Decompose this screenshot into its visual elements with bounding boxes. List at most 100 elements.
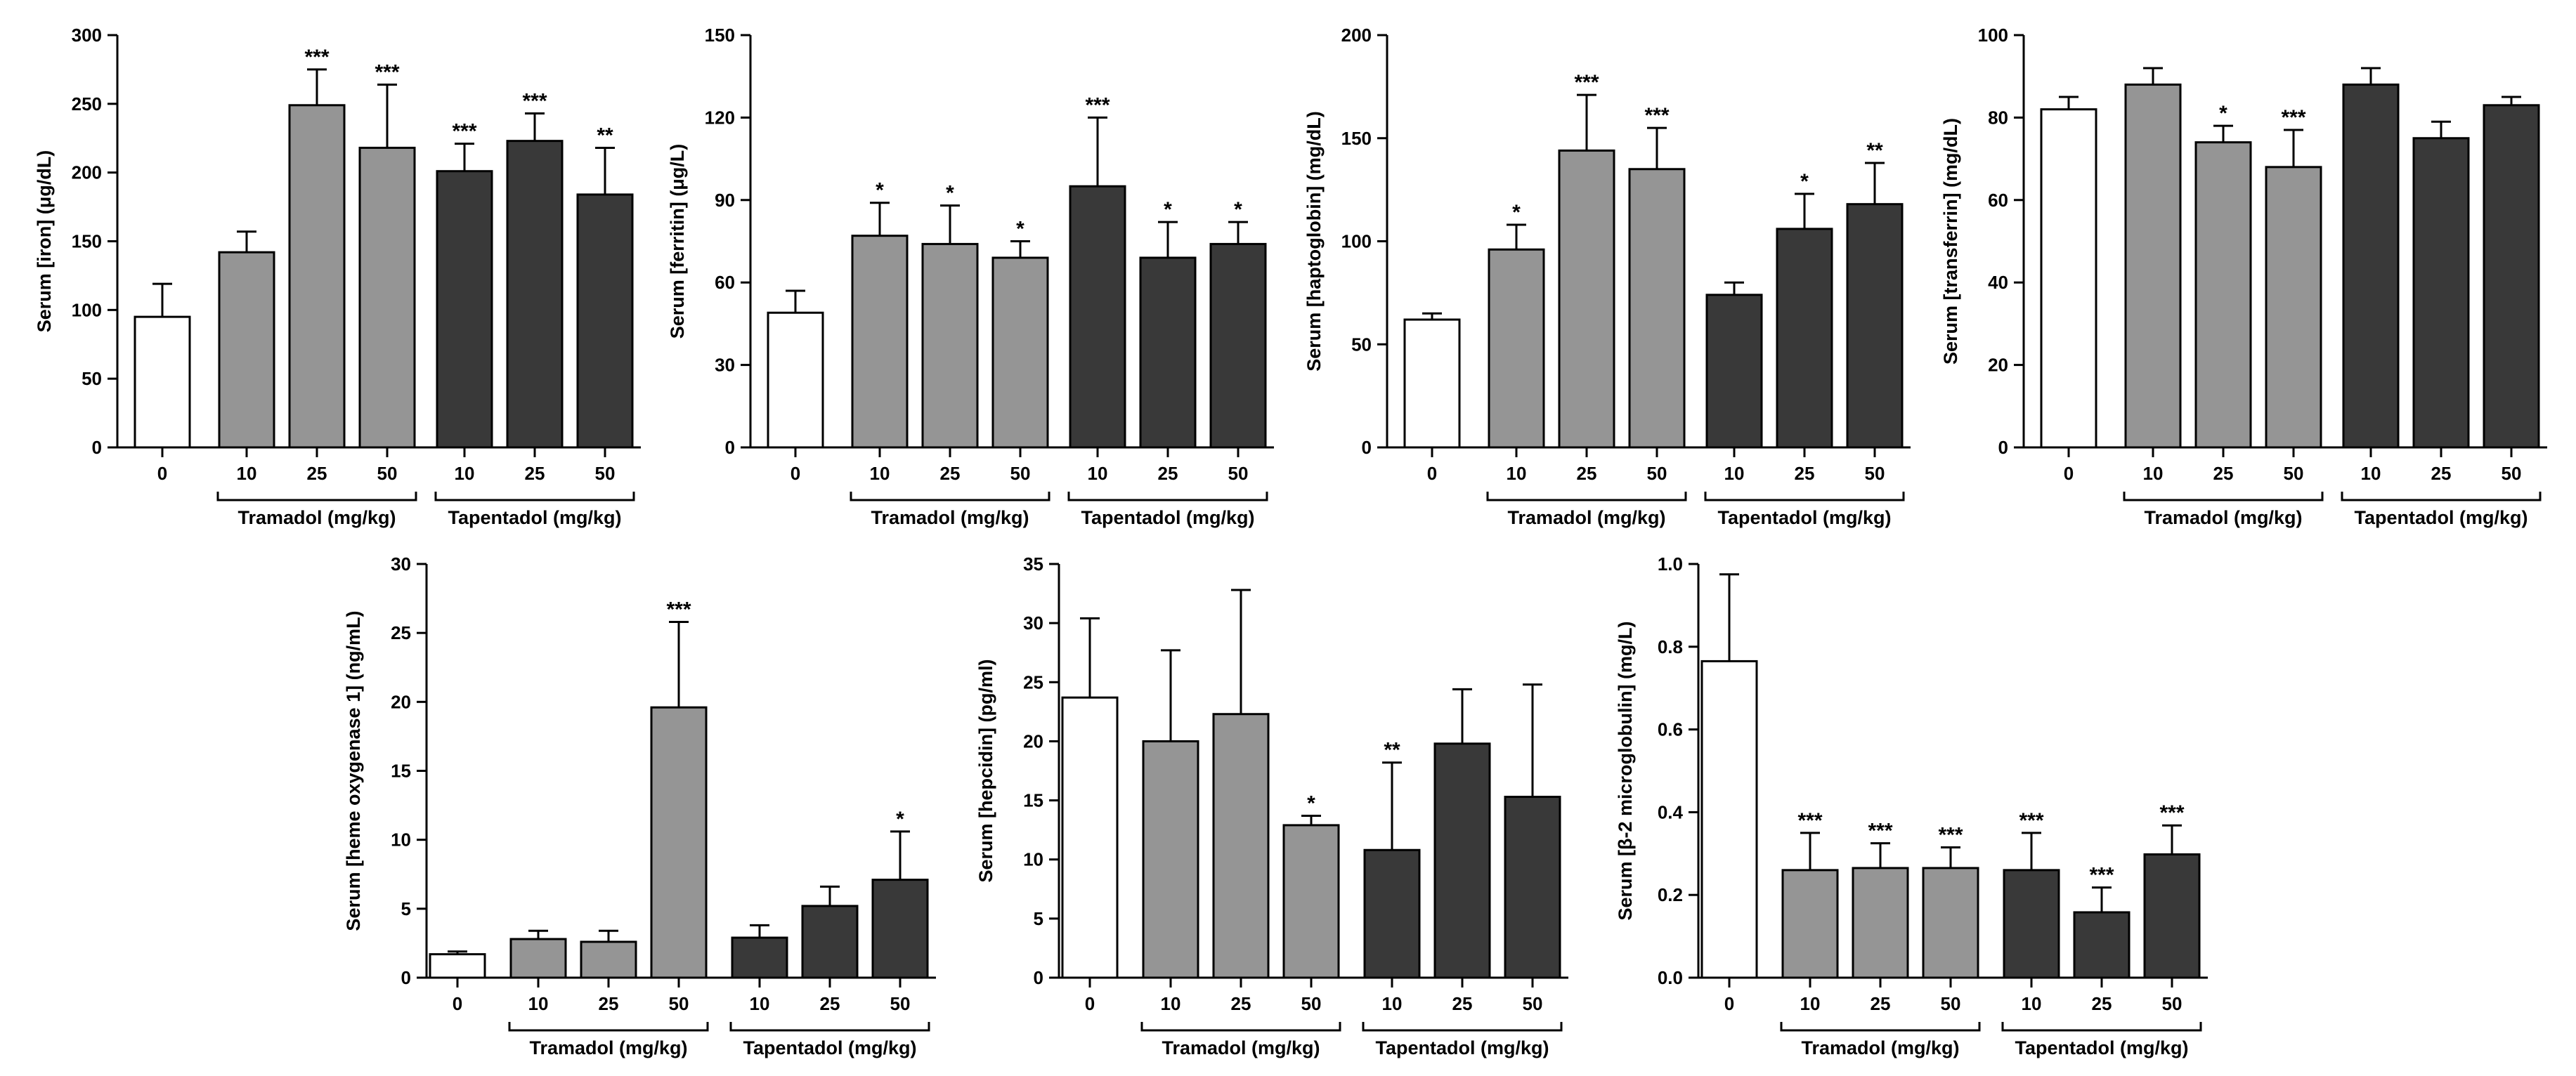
- y-axis-label: Serum [iron] (μg/dL): [34, 150, 55, 333]
- y-axis-label: Serum [β-2 microglobulin] (mg/L): [1615, 622, 1636, 921]
- significance-label: ***: [2089, 864, 2114, 887]
- y-tick-label: 0.8: [1658, 636, 1683, 657]
- y-tick-label: 25: [1023, 671, 1043, 693]
- y-tick-label: 100: [1341, 231, 1372, 252]
- y-tick-label: 200: [1341, 25, 1372, 46]
- x-tick-label: 10: [2361, 463, 2381, 484]
- bar-tapentadol: [2073, 911, 2131, 979]
- bar-tramadol: [2194, 141, 2252, 449]
- x-tick-label: 25: [820, 993, 840, 1014]
- y-tick-label: 50: [82, 368, 102, 389]
- significance-label: *: [946, 182, 954, 205]
- y-tick-label: 0: [1034, 967, 1043, 988]
- x-tick-label: 10: [1088, 463, 1108, 484]
- chart-panel-3: 0 50 100 150 200 Serum [haptoglobin] (mg/dL) 0…: [1303, 25, 1911, 528]
- group-bracket: [2123, 492, 2324, 501]
- y-tick-label: 20: [1988, 355, 2008, 376]
- y-tick-label: 30: [1023, 612, 1043, 634]
- x-tick-label: 0: [453, 993, 462, 1014]
- y-tick-label: 0: [401, 967, 411, 988]
- bar-tapentadol: [1209, 242, 1267, 449]
- x-tick-label: 25: [1577, 463, 1597, 484]
- bar-control: [134, 315, 191, 449]
- bar-tramadol: [991, 256, 1049, 449]
- y-tick-label: 80: [1988, 107, 2008, 128]
- bar-control: [1061, 696, 1119, 979]
- group-bracket: [1140, 1022, 1341, 1032]
- y-tick-label: 0: [1362, 437, 1372, 458]
- significance-label: ***: [304, 46, 329, 69]
- y-tick-label: 0.2: [1658, 884, 1683, 905]
- bar-tapentadol: [2143, 853, 2201, 979]
- bar-tramadol: [288, 104, 346, 449]
- bar-tramadol: [650, 706, 708, 979]
- x-tick-label: 25: [525, 463, 545, 484]
- x-tick-label: 0: [791, 463, 800, 484]
- bar-tramadol: [2265, 166, 2322, 449]
- x-tick-label: 0: [1427, 463, 1437, 484]
- group-label: Tapentadol (mg/kg): [1718, 507, 1892, 528]
- bar-tramadol: [1488, 248, 1545, 449]
- bar-tramadol: [218, 251, 275, 449]
- y-tick-label: 60: [715, 272, 735, 293]
- x-tick-label: 25: [307, 463, 327, 484]
- group-bracket: [434, 492, 635, 501]
- group-label: Tramadol (mg/kg): [1162, 1037, 1320, 1058]
- x-tick-label: 25: [940, 463, 961, 484]
- y-tick-label: 100: [72, 299, 102, 320]
- bar-tramadol: [1558, 149, 1615, 449]
- x-tick-label: 50: [1228, 463, 1249, 484]
- group-bracket: [2001, 1022, 2202, 1032]
- group-label: Tramadol (mg/kg): [1507, 507, 1665, 528]
- significance-label: ***: [1644, 104, 1669, 127]
- significance-label: *: [1307, 792, 1315, 815]
- group-label: Tramadol (mg/kg): [2144, 507, 2302, 528]
- chart-panel-2: 0 30 60 90 120 150 Serum [ferritin] (μg/L) 0 * 10…: [667, 25, 1274, 528]
- significance-label: ***: [375, 60, 399, 84]
- bar-tramadol: [1781, 869, 1839, 979]
- group-label: Tramadol (mg/kg): [1801, 1037, 1959, 1058]
- x-tick-label: 50: [890, 993, 911, 1014]
- x-tick-label: 50: [1301, 993, 1322, 1014]
- group-bracket: [1780, 1022, 1981, 1032]
- x-tick-label: 50: [1523, 993, 1543, 1014]
- y-tick-label: 20: [1023, 730, 1043, 752]
- x-tick-label: 10: [1382, 993, 1403, 1014]
- bar-tapentadol: [871, 879, 929, 979]
- y-tick-label: 60: [1988, 190, 2008, 211]
- x-tick-label: 50: [1941, 993, 1961, 1014]
- y-axis-label: Serum [hepcidin] (pg/ml): [975, 659, 996, 882]
- chart-panel-6: 0 5 10 15 20 25 30 35 Serum [hepcidin] (pg/ml) 0 1…: [975, 553, 1568, 1058]
- y-tick-label: 0.0: [1658, 967, 1683, 988]
- x-tick-label: 10: [1724, 463, 1745, 484]
- group-label: Tapentadol (mg/kg): [1376, 1037, 1549, 1058]
- bar-control: [2040, 108, 2097, 449]
- y-tick-label: 0.4: [1658, 801, 1684, 822]
- y-tick-label: 150: [72, 231, 102, 252]
- significance-label: *: [896, 808, 904, 831]
- bar-tapentadol: [731, 936, 788, 979]
- y-tick-label: 40: [1988, 272, 2008, 293]
- y-tick-label: 30: [391, 553, 411, 575]
- y-tick-label: 20: [391, 691, 411, 712]
- bar-tramadol: [358, 146, 416, 449]
- x-tick-label: 25: [2213, 463, 2234, 484]
- group-bracket: [2341, 492, 2542, 501]
- y-tick-label: 90: [715, 190, 735, 211]
- y-tick-label: 120: [705, 107, 735, 128]
- x-tick-label: 50: [669, 993, 689, 1014]
- y-tick-label: 50: [1351, 334, 1372, 355]
- significance-label: *: [1512, 201, 1521, 224]
- y-tick-label: 5: [401, 898, 411, 919]
- significance-label: ***: [2019, 809, 2043, 832]
- group-bracket: [1067, 492, 1268, 501]
- x-tick-label: 0: [1085, 993, 1095, 1014]
- group-label: Tramadol (mg/kg): [529, 1037, 687, 1058]
- bar-control: [429, 953, 486, 979]
- chart-panel-7: 0.0 0.2 0.4 0.6 0.8 1.0 Serum [β-2 microglobul…: [1615, 553, 2208, 1058]
- y-tick-label: 0.6: [1658, 719, 1683, 740]
- bar-tramadol: [2124, 83, 2182, 449]
- y-tick-label: 1.0: [1658, 553, 1683, 575]
- bar-tramadol: [921, 242, 979, 449]
- significance-label: **: [1384, 739, 1400, 762]
